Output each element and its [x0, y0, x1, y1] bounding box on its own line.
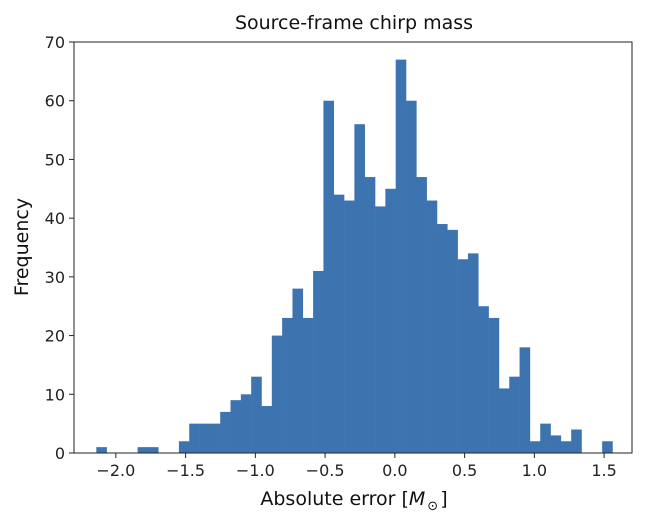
x-axis-label-close: ]	[440, 488, 447, 510]
plot-frame	[73, 41, 633, 454]
histogram-bar-14	[240, 394, 252, 453]
x-tick-label: −2.0	[96, 461, 135, 480]
histogram-bar-15	[251, 376, 262, 453]
histogram-bar-16	[261, 406, 273, 453]
x-axis-label: Absolute error [M ⊙]	[260, 488, 447, 514]
histogram-bar-27	[375, 206, 386, 453]
histogram-bar-44	[550, 435, 562, 453]
histogram-bar-13	[230, 400, 242, 453]
histogram-bars	[96, 59, 613, 454]
chart-title: Source-frame chirp mass	[235, 12, 473, 34]
histogram-bar-9	[189, 423, 200, 453]
x-axis-label-text: Absolute error [	[260, 488, 409, 510]
histogram-bar-24	[344, 200, 355, 453]
histogram-bar-26	[364, 177, 376, 454]
y-tick-label: 50	[45, 150, 65, 169]
histogram-bar-25	[354, 124, 366, 453]
histogram-bar-37	[478, 306, 489, 453]
y-axis-ticks: 0 10 20 30 40 50 60 70	[45, 33, 74, 463]
x-tick-label: 1.0	[522, 461, 547, 480]
histogram-bar-12	[220, 411, 231, 453]
histogram-bar-43	[540, 423, 551, 453]
histogram-bar-30	[406, 100, 417, 453]
histogram-bar-0	[96, 447, 107, 453]
histogram-bar-29	[395, 59, 407, 453]
x-axis-label-symbol: M	[409, 488, 425, 510]
y-tick-label: 0	[55, 444, 65, 463]
x-tick-label: 0.5	[452, 461, 477, 480]
x-tick-label: 0.0	[382, 461, 407, 480]
histogram-bar-40	[509, 376, 520, 453]
histogram-bar-49	[602, 441, 613, 453]
y-tick-label: 60	[45, 92, 65, 111]
histogram-bar-10	[199, 423, 211, 453]
histogram-bar-20	[302, 317, 314, 453]
histogram-bar-39	[498, 388, 510, 453]
y-tick-label: 40	[45, 209, 65, 228]
histogram-bar-11	[209, 423, 221, 453]
histogram-bar-34	[447, 229, 458, 453]
histogram-bar-42	[529, 441, 541, 453]
x-tick-label: −1.5	[166, 461, 205, 480]
x-tick-label: 1.5	[591, 461, 616, 480]
histogram-bar-21	[313, 270, 324, 453]
histogram-bar-41	[519, 347, 531, 453]
histogram-bar-8	[178, 441, 190, 453]
y-tick-label: 30	[45, 268, 65, 287]
x-axis-label-subscript: ⊙	[427, 499, 438, 514]
y-tick-label: 10	[45, 385, 65, 404]
histogram-bar-22	[323, 100, 335, 453]
histogram-bar-31	[416, 177, 427, 454]
histogram-bar-35	[457, 259, 469, 453]
histogram-bar-32	[426, 200, 438, 453]
histogram-bar-4	[137, 447, 149, 453]
histogram-bar-23	[333, 194, 345, 453]
histogram-bar-33	[436, 224, 448, 453]
y-tick-label: 70	[45, 33, 65, 52]
histogram-bar-38	[488, 317, 500, 453]
x-axis-ticks: −2.0 −1.5 −1.0 −0.5 0.0 0.5 1.0 1.5	[96, 453, 617, 480]
x-tick-label: −1.0	[236, 461, 275, 480]
histogram-bar-45	[560, 441, 572, 453]
histogram-bar-36	[467, 253, 479, 453]
histogram-bar-46	[571, 429, 582, 453]
histogram-bar-17	[271, 335, 283, 453]
histogram-bar-19	[292, 288, 304, 453]
histogram-bar-18	[282, 317, 293, 453]
histogram-bar-28	[385, 188, 396, 454]
y-axis-label: Frequency	[11, 198, 33, 296]
y-tick-label: 20	[45, 327, 65, 346]
histogram-bar-5	[147, 447, 159, 453]
x-tick-label: −0.5	[306, 461, 345, 480]
